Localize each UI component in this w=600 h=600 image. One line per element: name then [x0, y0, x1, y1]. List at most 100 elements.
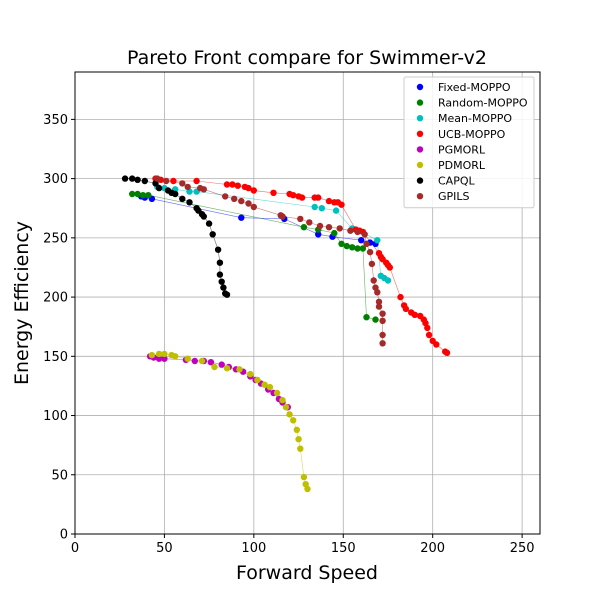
y-tick-label: 100 — [43, 409, 68, 424]
legend-marker-fixed-moppo — [416, 83, 424, 91]
point-capql — [155, 184, 163, 192]
point-random-moppo — [145, 192, 152, 199]
legend-marker-pdmorl — [416, 161, 424, 169]
legend-label-capql: CAPQL — [438, 175, 475, 188]
point-gpils — [375, 303, 383, 310]
point-random-moppo — [338, 240, 345, 247]
point-pgmorl — [218, 361, 225, 368]
point-pdmorl — [247, 370, 254, 378]
point-gpils — [374, 289, 381, 296]
point-mean-moppo — [311, 203, 318, 211]
point-pdmorl — [223, 365, 231, 372]
point-gpils — [325, 224, 333, 231]
point-pdmorl — [293, 426, 300, 433]
point-gpils — [379, 317, 386, 324]
point-ucb-moppo — [422, 319, 429, 327]
point-capql — [134, 176, 141, 183]
point-pgmorl — [191, 357, 198, 365]
point-ucb-moppo — [443, 349, 451, 356]
y-axis-label: Energy Efficiency — [11, 221, 33, 385]
y-tick-label: 300 — [43, 172, 68, 187]
point-pgmorl — [207, 359, 215, 366]
point-ucb-moppo — [338, 201, 345, 208]
point-pdmorl — [273, 389, 281, 397]
point-pdmorl — [155, 350, 163, 358]
y-tick-label: 150 — [43, 350, 68, 365]
point-capql — [209, 231, 216, 238]
point-gpils — [179, 180, 186, 187]
legend: Fixed-MOPPO Random-MOPPO Mean-MOPPO UCB-MOP… — [403, 76, 535, 209]
point-gpils — [245, 200, 252, 207]
x-axis-label: Forward Speed — [236, 562, 378, 584]
point-mean-moppo — [332, 207, 340, 214]
point-pgmorl — [161, 355, 168, 362]
point-gpils — [222, 193, 229, 200]
point-pdmorl — [302, 481, 309, 488]
point-gpils — [370, 277, 377, 284]
point-pdmorl — [286, 411, 293, 418]
axis-ticks: 0 50 100 150 200 250 0 50 100 150 200 250 300 350 — [43, 113, 534, 556]
point-ucb-moppo — [425, 331, 433, 339]
point-ucb-moppo — [234, 182, 241, 189]
point-capql — [220, 284, 227, 291]
point-ucb-moppo — [290, 192, 297, 199]
point-gpils — [354, 228, 361, 236]
point-capql — [121, 175, 129, 182]
point-gpils — [154, 175, 161, 182]
plot-area-frame — [74, 71, 541, 535]
point-gpils — [279, 213, 286, 220]
x-tick-label: 200 — [420, 541, 445, 556]
point-pdmorl — [254, 376, 261, 384]
legend-label-gpils: GPILS — [438, 190, 470, 203]
x-tick-label: 150 — [331, 541, 356, 556]
chart-title: Pareto Front compare for Swimmer-v2 — [127, 47, 487, 69]
point-gpils — [366, 248, 374, 256]
point-pdmorl — [198, 357, 206, 365]
point-pdmorl — [300, 473, 308, 481]
x-tick-label: 100 — [241, 541, 266, 556]
legend-label-mean-moppo: Mean-MOPPO — [438, 112, 512, 125]
point-gpils — [316, 222, 324, 230]
point-mean-moppo — [384, 277, 392, 284]
legend-label-pgmorl: PGMORL — [438, 143, 486, 156]
point-capql — [205, 220, 213, 227]
point-random-moppo — [343, 242, 350, 250]
point-random-moppo — [300, 224, 308, 231]
point-capql — [216, 259, 224, 266]
point-capql — [152, 180, 159, 187]
point-gpils — [347, 227, 354, 234]
point-mean-moppo — [374, 237, 381, 244]
point-pdmorl — [266, 383, 274, 391]
point-gpils — [336, 225, 343, 232]
legend-label-random-moppo: Random-MOPPO — [438, 97, 528, 110]
point-capql — [179, 195, 186, 202]
legend-marker-capql — [416, 177, 424, 184]
point-pdmorl — [184, 355, 191, 362]
point-ucb-moppo — [298, 194, 306, 201]
point-gpils — [363, 240, 370, 247]
point-pdmorl — [148, 351, 156, 359]
point-pdmorl — [172, 353, 179, 360]
point-pdmorl — [161, 350, 168, 358]
x-tick-label: 250 — [510, 541, 535, 556]
point-ucb-moppo — [193, 177, 200, 185]
point-random-moppo — [134, 190, 141, 198]
point-ucb-moppo — [424, 324, 431, 332]
point-capql — [129, 175, 136, 182]
series-points — [121, 175, 451, 493]
point-ucb-moppo — [315, 194, 322, 201]
point-capql — [186, 199, 193, 206]
point-random-moppo — [359, 245, 367, 252]
legend-marker-pgmorl — [416, 146, 424, 153]
legend-label-fixed-moppo: Fixed-MOPPO — [438, 81, 511, 94]
y-tick-label: 200 — [43, 291, 68, 306]
point-pdmorl — [282, 404, 290, 411]
point-gpils — [163, 177, 170, 185]
point-capql — [216, 271, 224, 278]
point-gpils — [231, 195, 238, 202]
point-gpils — [200, 186, 207, 193]
legend-box — [403, 76, 535, 209]
point-capql — [141, 177, 148, 185]
point-gpils — [306, 219, 313, 226]
point-gpils — [375, 298, 383, 305]
